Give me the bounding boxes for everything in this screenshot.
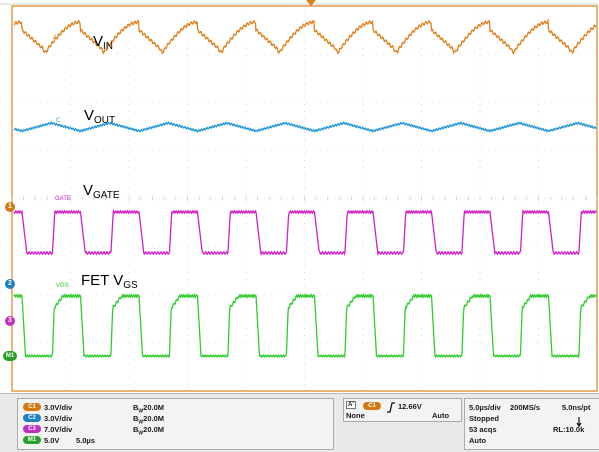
trigger-level: 12.66V bbox=[398, 402, 422, 411]
ch3-marker[interactable]: 3 bbox=[5, 316, 15, 326]
ch3-bw: BW20.0M bbox=[133, 425, 165, 437]
m1-time: 5.0µs bbox=[76, 436, 95, 445]
vin-trace-tag: A bbox=[53, 35, 58, 41]
acquisition-mode: Auto bbox=[469, 436, 487, 445]
vout-trace-tag: C bbox=[56, 118, 61, 124]
timebase-panel bbox=[464, 398, 599, 450]
trigger-sweep: Auto bbox=[432, 411, 450, 420]
ch2-bw: BW20.0M bbox=[133, 414, 165, 426]
vout-label: VOUT bbox=[84, 107, 116, 126]
vgate-label: VGATE bbox=[83, 182, 120, 201]
vgate-trace bbox=[13, 208, 597, 257]
ch3-pill[interactable]: C3 bbox=[23, 425, 41, 433]
vgate-trace-tag: GATE bbox=[55, 196, 71, 202]
timebase-div: 5.0µs/div bbox=[469, 403, 501, 412]
status-bar: C1 3.0V/div BW20.0M C2 3.0V/div BW20.0M … bbox=[0, 393, 599, 452]
m1-marker[interactable]: M1 bbox=[3, 351, 17, 361]
acquisition-state: Stopped bbox=[469, 414, 499, 423]
vgs-trace-tag: VGS bbox=[56, 283, 69, 289]
trigger-position-marker bbox=[306, 0, 316, 6]
sample-rate: 200MS/s bbox=[510, 403, 541, 412]
trigger-coupling: None bbox=[346, 411, 365, 420]
ch1-scale: 3.0V/div bbox=[44, 403, 73, 412]
m1-pill[interactable]: M1 bbox=[23, 436, 41, 444]
acquisition-count: 53 acqs bbox=[469, 425, 497, 434]
trigger-source-pill[interactable]: C1 bbox=[363, 402, 381, 410]
m1-scale: 5.0V bbox=[44, 436, 60, 445]
trigger-mode-tag: A' bbox=[346, 401, 356, 409]
vin-trace bbox=[13, 18, 597, 55]
ch2-scale: 3.0V/div bbox=[44, 414, 73, 423]
ch3-scale: 7.0V/div bbox=[44, 425, 73, 434]
vgs-label: FET VGS bbox=[81, 272, 138, 291]
time-per-point: 5.0ns/pt bbox=[562, 403, 591, 412]
vout-trace bbox=[13, 121, 597, 133]
ch1-bw: BW20.0M bbox=[133, 403, 165, 415]
graticule-grid bbox=[11, 6, 598, 391]
ch2-pill[interactable]: C2 bbox=[23, 414, 41, 422]
ch1-marker[interactable]: 1 bbox=[5, 202, 15, 212]
trigger-panel bbox=[343, 398, 462, 422]
single-arrow-icon bbox=[576, 414, 582, 432]
rising-edge-icon bbox=[386, 400, 396, 418]
vgs-trace bbox=[13, 293, 597, 359]
vin-label: VIN bbox=[93, 33, 114, 52]
ch2-marker[interactable]: 2 bbox=[5, 279, 15, 289]
channel-panel bbox=[17, 398, 334, 450]
ch1-pill[interactable]: C1 bbox=[23, 403, 41, 411]
record-length: RL:10.0k bbox=[553, 425, 585, 434]
